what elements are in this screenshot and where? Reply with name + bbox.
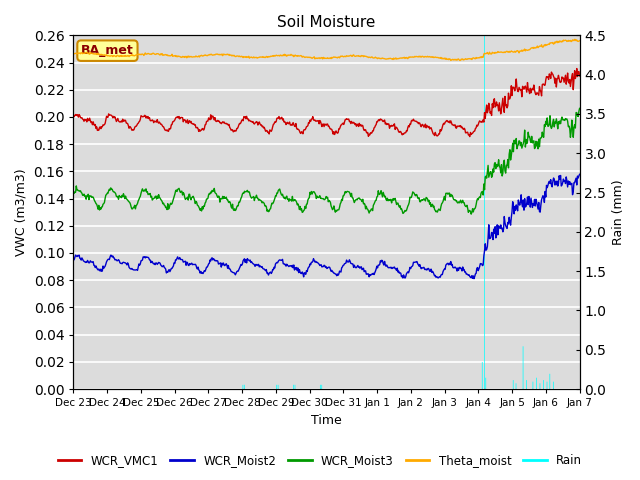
Text: BA_met: BA_met xyxy=(81,44,134,57)
Title: Soil Moisture: Soil Moisture xyxy=(277,15,376,30)
Legend: WCR_VMC1, WCR_Moist2, WCR_Moist3, Theta_moist, Rain: WCR_VMC1, WCR_Moist2, WCR_Moist3, Theta_… xyxy=(53,449,587,472)
Y-axis label: Rain (mm): Rain (mm) xyxy=(612,180,625,245)
Y-axis label: VWC (m3/m3): VWC (m3/m3) xyxy=(15,168,28,256)
X-axis label: Time: Time xyxy=(311,414,342,427)
